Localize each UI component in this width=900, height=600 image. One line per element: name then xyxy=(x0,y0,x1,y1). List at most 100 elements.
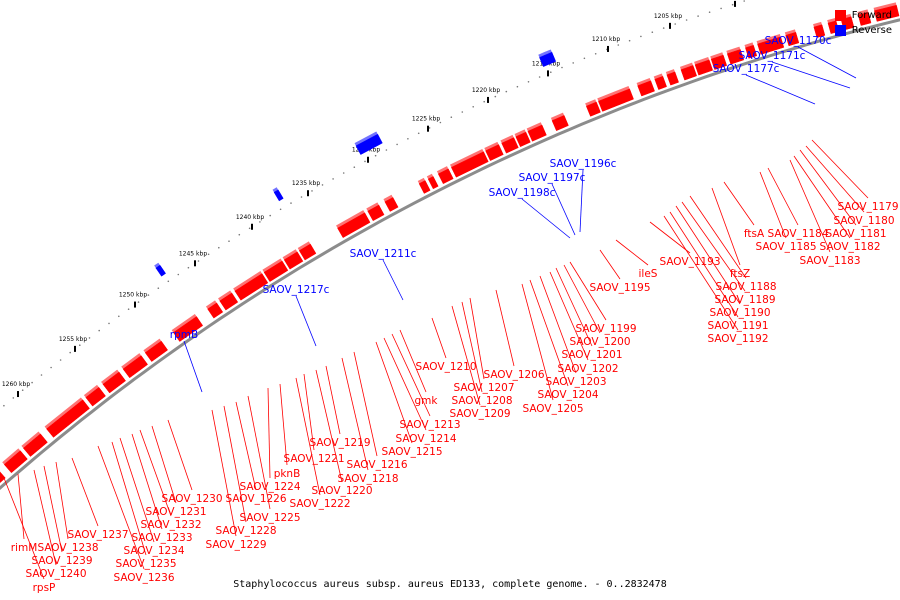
leader-line xyxy=(279,383,288,466)
reverse-gene-shade xyxy=(272,187,279,193)
forward-gene-shade xyxy=(2,448,21,465)
leader-line xyxy=(111,441,147,556)
ruler-dot xyxy=(238,233,241,236)
leader-line xyxy=(805,145,865,213)
leader-line xyxy=(353,351,378,457)
forward-gene-shade xyxy=(726,46,741,54)
ruler-dot xyxy=(290,202,292,204)
forward-gene-shade xyxy=(813,21,822,28)
gene-label: SAOV_1183 xyxy=(799,255,860,267)
ruler-tick-label: 1245 kbp xyxy=(179,250,207,257)
gene-label: SAOV_1197c xyxy=(519,172,586,184)
forward-gene xyxy=(757,36,785,55)
gene-label: rimM xyxy=(11,542,38,554)
gene-label: SAOV_1188 xyxy=(715,281,776,293)
legend: Forward Reverse xyxy=(834,8,892,38)
gene-label: SAOV_1235 xyxy=(115,558,176,570)
gene-label: SAOV_1218 xyxy=(337,473,398,485)
leader-line xyxy=(151,425,177,504)
forward-gene-shade xyxy=(526,122,542,132)
reverse-gene xyxy=(547,51,557,64)
ruler-dot xyxy=(88,337,91,339)
gene-label: SAOV_1221 xyxy=(283,453,344,465)
forward-gene xyxy=(637,80,655,97)
ruler-dot xyxy=(743,0,745,2)
forward-gene xyxy=(785,31,800,47)
forward-gene xyxy=(418,180,431,194)
reverse-gene xyxy=(273,189,284,202)
leader-line xyxy=(551,183,576,236)
gene-label: rpsP xyxy=(33,582,56,594)
gene-track xyxy=(0,2,900,484)
ruler-dot xyxy=(583,57,586,60)
ruler-dot xyxy=(127,308,130,311)
forward-gene xyxy=(813,24,826,38)
reverse-gene-shade xyxy=(546,49,552,54)
reverse-gene-shade xyxy=(354,131,378,146)
forward-gene-shade xyxy=(21,431,41,449)
ruler-dot xyxy=(662,27,665,29)
legend-reverse-label: Reverse xyxy=(851,25,892,36)
gene-label: SAOV_1200 xyxy=(569,336,630,348)
gene-label: SAOV_1240 xyxy=(25,568,86,580)
forward-gene xyxy=(485,144,504,162)
gene-label: SAOV_1234 xyxy=(123,545,184,557)
ruler-dot xyxy=(483,100,486,103)
forward-gene-shade xyxy=(366,202,379,212)
ruler-dot xyxy=(461,111,464,113)
leader-line xyxy=(375,341,413,444)
ruler-dot xyxy=(505,90,508,93)
ruler-tick-label: 1220 kbp xyxy=(472,87,500,94)
forward-gene xyxy=(46,399,90,438)
forward-gene-shade xyxy=(784,29,796,36)
forward-gene xyxy=(501,137,519,154)
gene-label: SAOV_1232 xyxy=(140,519,201,531)
ruler-dot xyxy=(450,116,453,118)
gene-label: SAOV_1226 xyxy=(225,493,286,505)
forward-gene xyxy=(515,131,531,148)
forward-gene-shade xyxy=(597,86,630,102)
ruler-dot xyxy=(59,359,62,361)
gene-label: pknB xyxy=(274,468,301,480)
gene-label: SAOV_1190 xyxy=(709,307,770,319)
gene-label: SAOV_1193 xyxy=(659,256,720,268)
leader-line xyxy=(767,167,799,226)
leader-line xyxy=(167,419,193,491)
gene-label: ftsZ xyxy=(730,268,750,280)
legend-forward-label: Forward xyxy=(851,10,892,21)
gene-label: ftsA xyxy=(744,228,765,240)
ruler-dot xyxy=(118,315,120,318)
forward-gene xyxy=(298,243,317,261)
ruler-dot xyxy=(720,7,722,10)
gene-label: SAOV_1229 xyxy=(205,539,266,551)
ruler-dot xyxy=(321,184,324,186)
forward-gene-shade xyxy=(679,62,694,70)
forward-gene xyxy=(0,471,6,484)
ruler-dot xyxy=(177,273,180,276)
ruler-tick-label: 1205 kbp xyxy=(654,13,682,20)
forward-gene xyxy=(122,355,148,379)
gene-label: SAOV_1217c xyxy=(263,284,330,296)
forward-gene-shade xyxy=(665,69,675,75)
gene-label: SAOV_1208 xyxy=(451,395,512,407)
leader-line xyxy=(555,267,593,347)
ruler-dot xyxy=(218,246,220,249)
gene-label: SAOV_1201 xyxy=(561,349,622,361)
ruler-dot xyxy=(332,178,334,180)
gene-label: SAOV_1210 xyxy=(415,361,476,373)
forward-gene-shade xyxy=(205,300,217,309)
ruler-dot xyxy=(472,106,475,108)
gene-label: SAOV_1180 xyxy=(833,215,894,227)
ruler-dot xyxy=(364,160,366,163)
forward-gene xyxy=(726,49,745,65)
ruler-dot xyxy=(640,35,642,38)
leader-line xyxy=(663,215,739,331)
leader-line xyxy=(521,198,571,239)
forward-gene-shade xyxy=(585,99,597,107)
ruler-dot xyxy=(197,260,200,262)
leader-line xyxy=(521,283,554,401)
leader-line xyxy=(811,139,869,199)
forward-gene xyxy=(585,101,601,117)
gene-label: SAOV_1220 xyxy=(311,485,372,497)
